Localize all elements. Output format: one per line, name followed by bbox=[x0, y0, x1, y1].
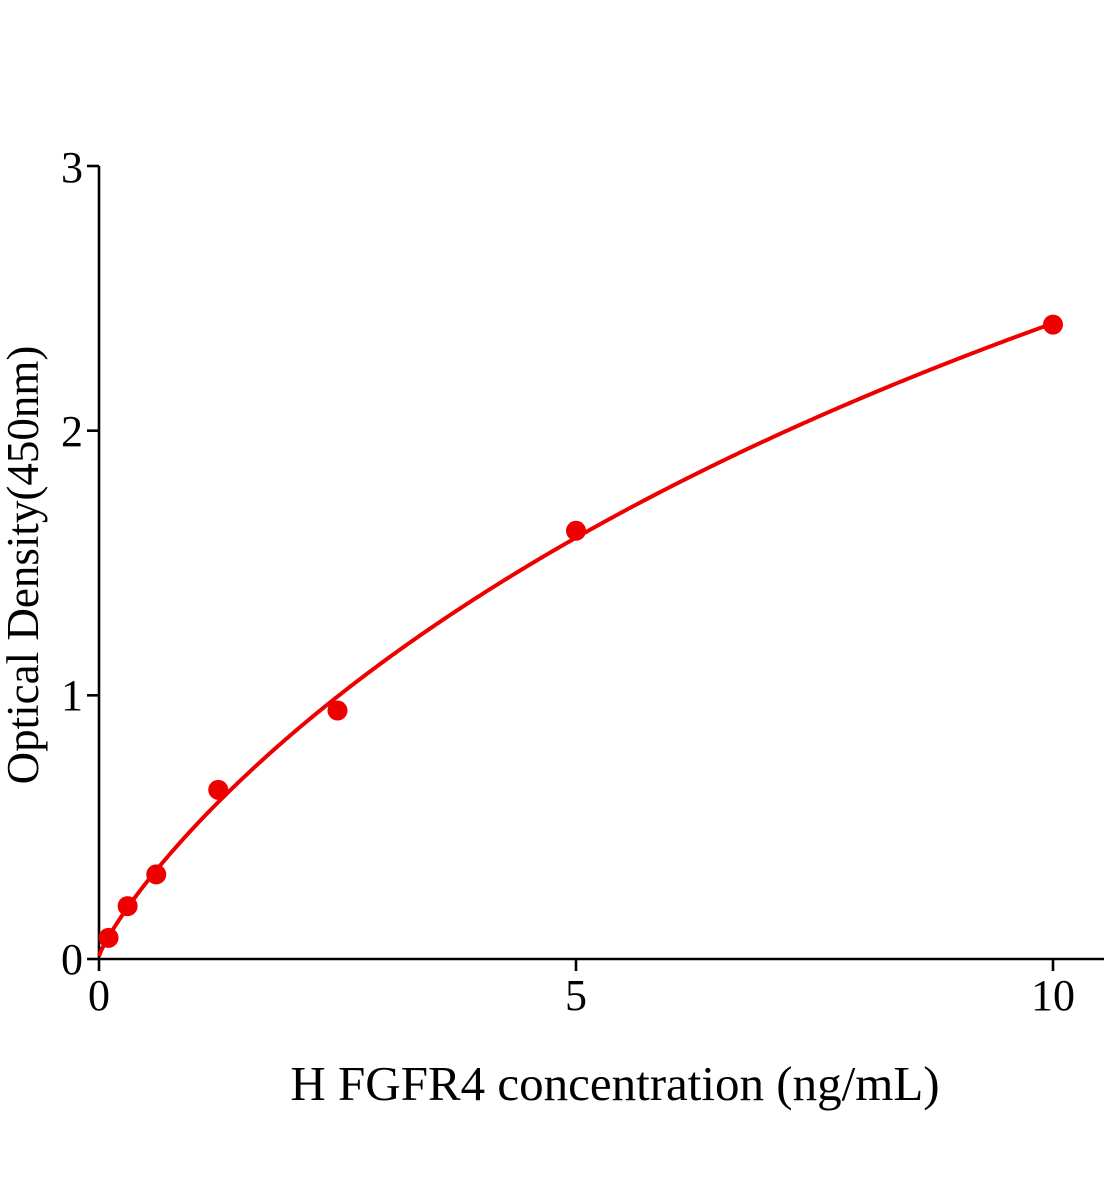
svg-text:2: 2 bbox=[61, 407, 83, 456]
svg-text:1: 1 bbox=[61, 671, 83, 720]
svg-text:H FGFR4 concentration (ng/mL): H FGFR4 concentration (ng/mL) bbox=[290, 1056, 939, 1111]
svg-text:0: 0 bbox=[88, 971, 110, 1020]
svg-text:3: 3 bbox=[61, 143, 83, 192]
svg-text:10: 10 bbox=[1031, 971, 1075, 1020]
svg-text:5: 5 bbox=[565, 971, 587, 1020]
svg-text:0: 0 bbox=[61, 935, 83, 984]
svg-text:Optical Density(450nm): Optical Density(450nm) bbox=[0, 346, 48, 785]
